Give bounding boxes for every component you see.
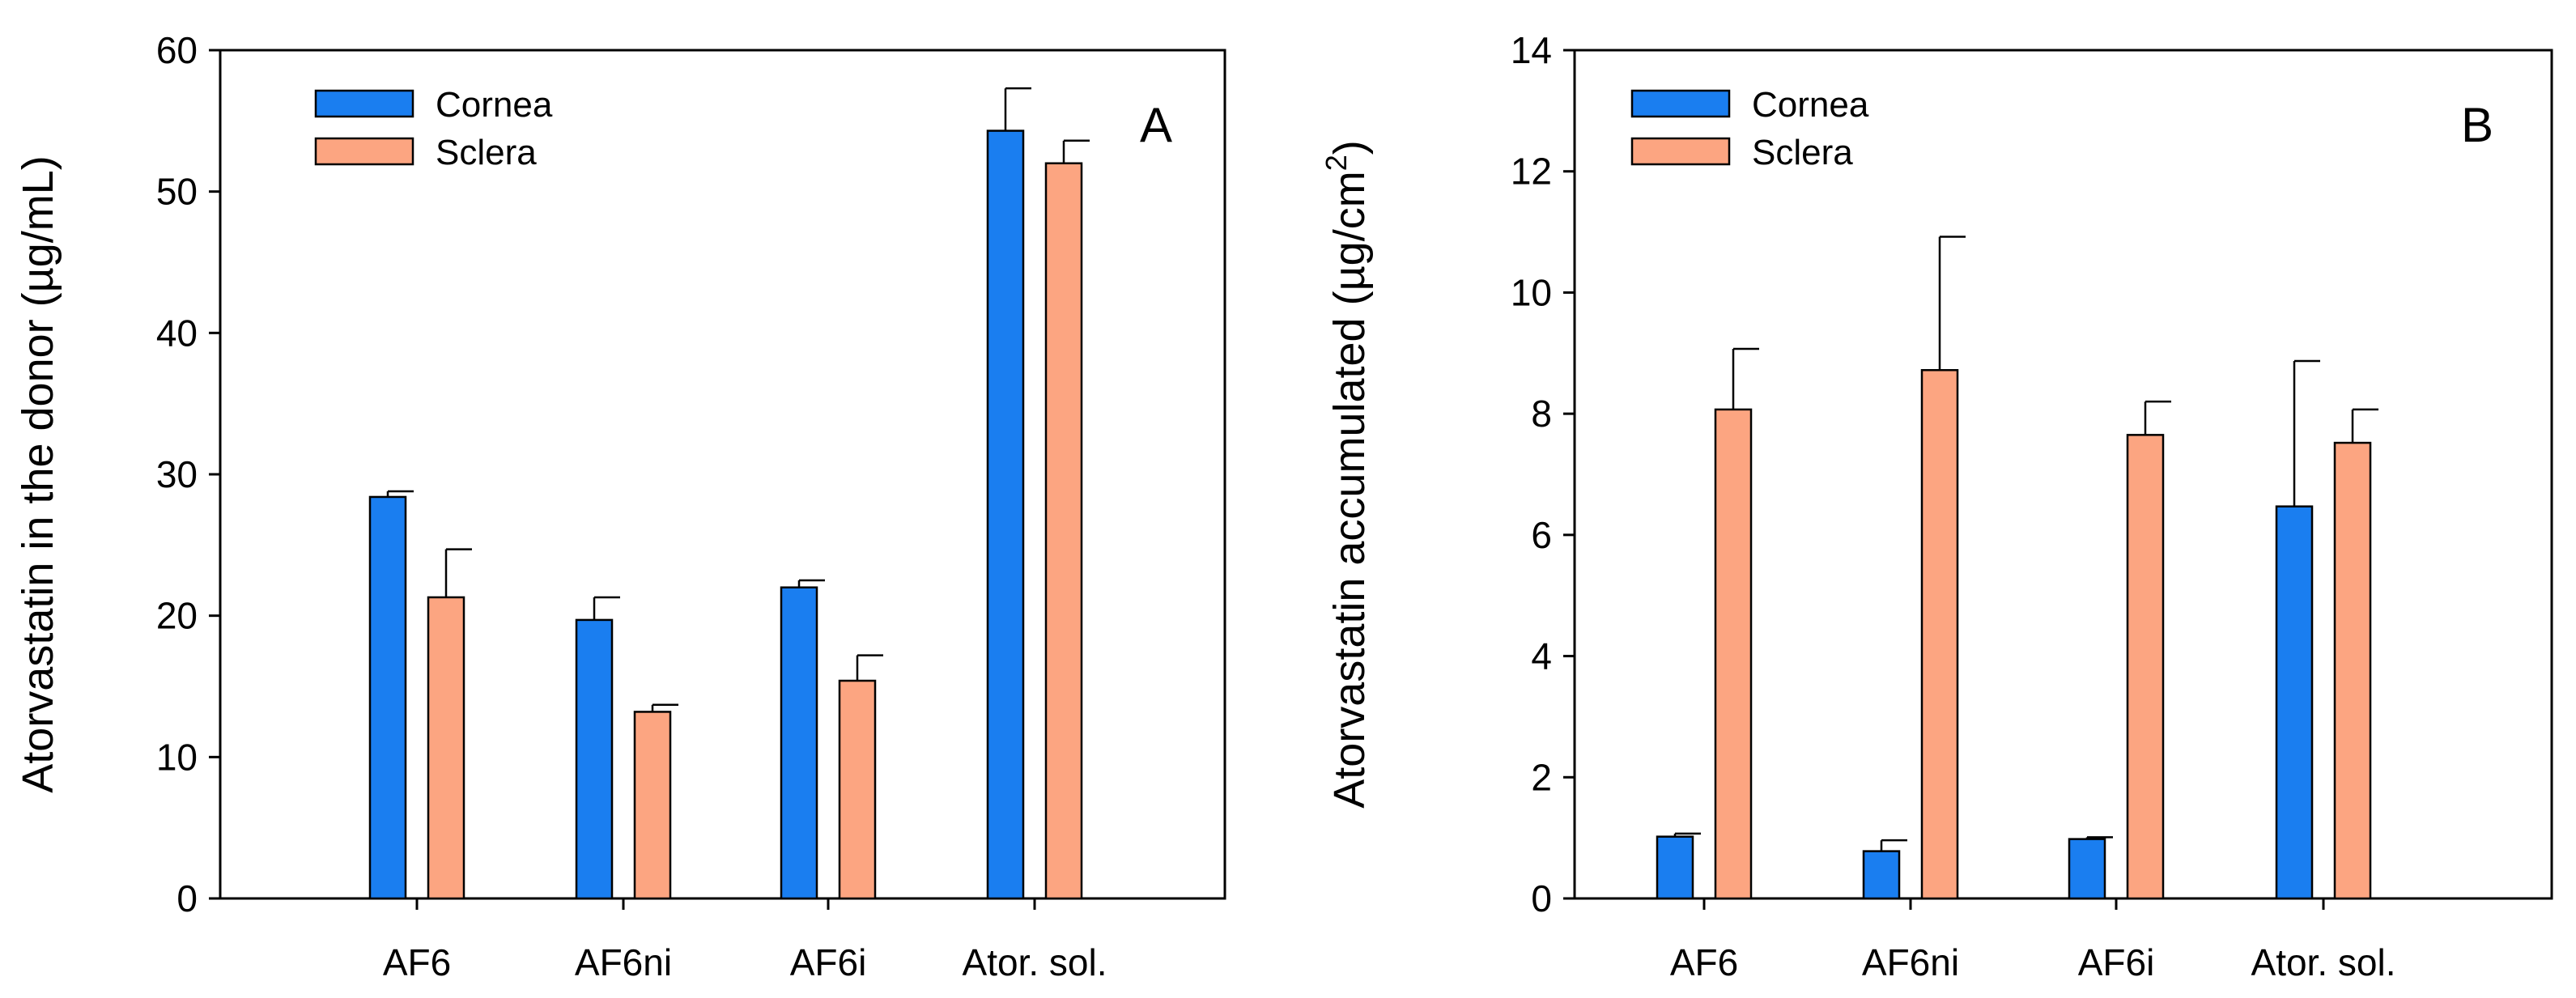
legend-swatch-sclera — [314, 137, 414, 166]
y-tick-label: 60 — [156, 29, 198, 71]
bar-cornea-ator-sol — [986, 130, 1025, 900]
bar-sclera-af6i — [2126, 434, 2165, 900]
bar-sclera-af6ni — [633, 711, 672, 900]
legend-swatch-cornea — [314, 89, 414, 118]
legend-swatch-sclera — [1630, 137, 1731, 166]
panel-letter: B — [2461, 98, 2493, 152]
y-tick-label: 10 — [1511, 271, 1552, 313]
y-tick-label: 8 — [1531, 393, 1552, 435]
panel-b-chart: 0 2 4 6 8 10 12 14 Atorvastatin accumulated (µg/… — [1320, 29, 2553, 983]
bar-sclera-af6ni — [1920, 368, 1959, 900]
legend-label-sclera: Sclera — [436, 133, 537, 172]
legend-label-cornea: Cornea — [1752, 85, 1869, 125]
panel-a-chart: 0 10 20 30 40 50 60 Atorvastatin in the donor (… — [14, 29, 1226, 983]
bar-cornea-af6 — [368, 495, 407, 900]
y-tick-label: 14 — [1511, 29, 1552, 71]
legend-label-cornea: Cornea — [436, 85, 553, 125]
y-tick-label: 4 — [1531, 635, 1552, 677]
bar-cornea-af6ni — [1862, 850, 1901, 900]
y-axis-title: Atorvastatin accumulated (µg/cm2) — [1320, 140, 1374, 808]
x-tick-label-af6ni: AF6ni — [575, 941, 672, 983]
bar-sclera-ator-sol — [2333, 441, 2372, 900]
x-tick-label-af6: AF6 — [383, 941, 451, 983]
bar-cornea-ator-sol — [2275, 505, 2314, 900]
bar-sclera-af6 — [427, 596, 465, 900]
x-tick-label-af6i: AF6i — [2078, 941, 2155, 983]
y-tick-label: 50 — [156, 171, 198, 213]
x-tick-label-ator-sol: Ator. sol. — [963, 941, 1107, 983]
bar-sclera-af6 — [1714, 408, 1753, 900]
bar-sclera-af6i — [838, 679, 877, 900]
x-tick-label-af6ni: AF6ni — [1862, 941, 1959, 983]
y-tick-label: 20 — [156, 595, 198, 637]
x-tick-label-af6i: AF6i — [790, 941, 867, 983]
y-tick-label: 2 — [1531, 756, 1552, 798]
bar-sclera-ator-sol — [1044, 162, 1083, 900]
panel-letter: A — [1140, 98, 1172, 152]
bar-cornea-af6ni — [575, 618, 614, 900]
y-tick-label: 30 — [156, 453, 198, 495]
legend-label-sclera: Sclera — [1752, 133, 1853, 172]
y-tick-label: 6 — [1531, 514, 1552, 556]
y-tick-label: 40 — [156, 312, 198, 354]
y-tick-label: 10 — [156, 736, 198, 778]
x-tick-label-ator-sol: Ator. sol. — [2251, 941, 2396, 983]
y-tick-label: 0 — [176, 877, 198, 919]
legend-swatch-cornea — [1630, 89, 1731, 118]
y-axis-title: Atorvastatin in the donor (µg/mL) — [14, 155, 62, 792]
bar-cornea-af6i — [2068, 838, 2106, 900]
x-tick-label-af6: AF6 — [1670, 941, 1738, 983]
y-tick-label: 12 — [1511, 151, 1552, 193]
bar-cornea-af6i — [780, 586, 818, 900]
plot-frame — [1573, 49, 2553, 900]
bar-cornea-af6 — [1656, 835, 1694, 900]
y-tick-label: 0 — [1531, 877, 1552, 919]
